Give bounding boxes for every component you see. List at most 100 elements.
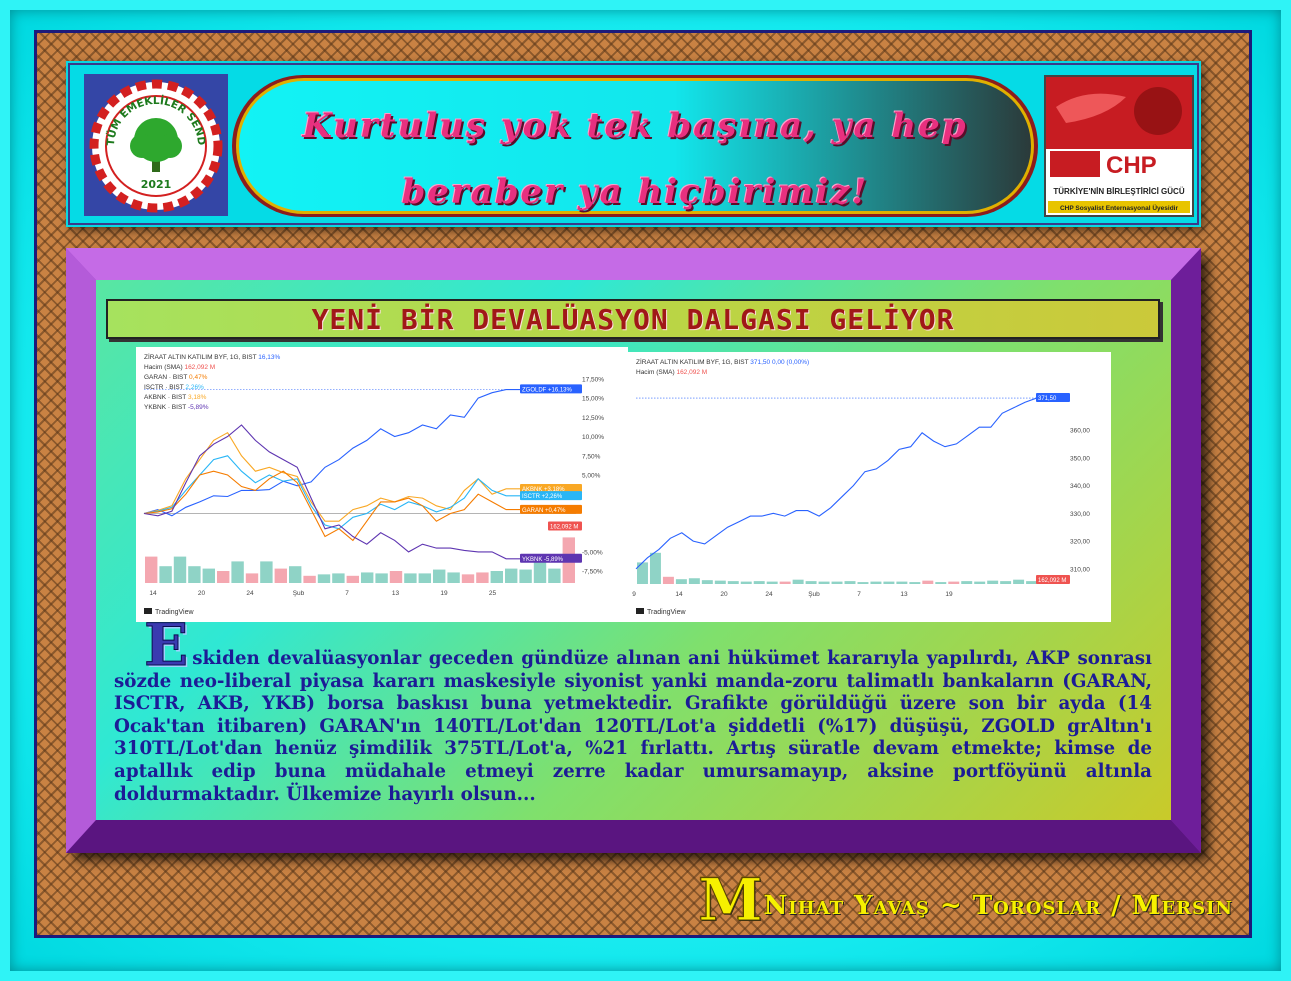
- volume-bar: [961, 581, 973, 584]
- volume-bar: [418, 573, 431, 583]
- volume-bar: [987, 580, 999, 584]
- volume-bar: [332, 573, 345, 583]
- volume-bar: [375, 573, 388, 583]
- series-line: [635, 397, 1048, 570]
- volume-bar: [173, 556, 187, 583]
- legend-entry-value: 3,18%: [188, 394, 207, 401]
- union-logo-icon: TÜM EMEKLİLER SENDİKASI 2021: [84, 74, 223, 213]
- volume-value: 162,092 M: [184, 364, 215, 371]
- volume-value: 162,092 M: [676, 369, 707, 376]
- volume-bar: [974, 581, 986, 584]
- value-badge: [548, 521, 582, 531]
- volume-bar: [217, 571, 230, 583]
- value-badge-text: ZGOLDF +16,13%: [522, 387, 573, 393]
- y-tick-label: 7,50%: [582, 453, 601, 460]
- union-logo-year: 2021: [141, 178, 172, 191]
- y-tick-label: -5,00%: [582, 549, 603, 556]
- legend-entry: AKBNK · BIST 3,18%: [144, 394, 207, 401]
- signature-text: Nihat Yavaş ~ Toroslar / Mersin: [763, 891, 1233, 921]
- x-tick-label: Şub: [808, 591, 820, 598]
- y-tick-label: 17,50%: [582, 376, 604, 383]
- x-tick-label: 9: [632, 591, 636, 598]
- comparison-chart: 17,50% 15,00% 12,50% 10,00% 7,50% 5,00% -5,00%…: [136, 347, 628, 622]
- author-signature: MNihat Yavaş ~ Toroslar / Mersin: [698, 866, 1233, 935]
- x-tick-label: 24: [765, 591, 773, 598]
- x-tick-labels: 14 20 24 Şub 7 13 19 25: [149, 590, 496, 597]
- x-tick-label: 20: [198, 590, 206, 597]
- value-badge: [520, 504, 582, 514]
- zgold-price-chart: 360,00 350,00 340,00 330,00 320,00 310,00 9 14…: [628, 352, 1111, 622]
- volume-bar: [727, 581, 739, 584]
- volume-bar: [844, 581, 856, 584]
- volume-bar: [548, 568, 561, 583]
- value-badge: [520, 384, 582, 394]
- x-tick-label: 7: [857, 591, 861, 598]
- volume-bar: [476, 572, 489, 583]
- volume-bar: [231, 561, 244, 583]
- value-badge-text: 162,092 M: [1038, 578, 1066, 584]
- y-tick-label: 310,00: [1070, 566, 1090, 573]
- volume-bar: [533, 556, 547, 583]
- x-tick-label: 13: [392, 590, 400, 597]
- volume-bar: [675, 579, 687, 584]
- series-lines: [143, 389, 576, 560]
- volume-bar: [831, 581, 843, 584]
- chp-logo: CHP TÜRKİYE'NİN BİRLEŞTİRİCİ GÜCÜ CHP So…: [1044, 75, 1194, 217]
- tradingview-icon: [636, 608, 644, 614]
- volume-bar: [404, 573, 417, 583]
- volume-bar: [948, 581, 960, 584]
- chp-logo-icon: CHP TÜRKİYE'NİN BİRLEŞTİRİCİ GÜCÜ CHP So…: [1046, 77, 1192, 213]
- banner-ring: Kurtuluş yok tek başına, ya hep beraber …: [236, 78, 1034, 214]
- legend-entry-value: -5,89%: [188, 404, 209, 411]
- value-badge-text: ISCTR +2,26%: [522, 494, 563, 500]
- header-inner: TÜM EMEKLİLER SENDİKASI 2021 Kurtuluş yo…: [68, 63, 1199, 225]
- volume-bar: [433, 569, 446, 583]
- series-lines: [635, 397, 1064, 570]
- volume-bar: [883, 581, 895, 584]
- banner-fill: Kurtuluş yok tek başına, ya hep beraber …: [239, 81, 1031, 212]
- y-tick-label: 15,00%: [582, 396, 604, 403]
- volume-bar: [361, 572, 374, 583]
- x-tick-label: 19: [945, 591, 953, 598]
- value-badge-text: 162,092 M: [550, 525, 578, 531]
- legend-entry-value: 0,47%: [189, 374, 208, 381]
- volume-bar: [740, 581, 752, 584]
- volume-bar: [274, 568, 287, 583]
- slogan-text: Kurtuluş yok tek başına, ya hep beraber …: [302, 106, 968, 212]
- value-badge-text: YKBNK -5,89%: [522, 557, 564, 563]
- volume-bar: [389, 571, 403, 583]
- x-tick-label: 7: [345, 590, 349, 597]
- y-tick-label: -7,50%: [582, 569, 603, 576]
- volume-bar: [896, 581, 908, 584]
- chart-title: ZİRAAT ALTIN KATILIM BYF, 1G, BIST 16,13…: [144, 352, 281, 361]
- legend-entry: YKBNK · BIST -5,89%: [144, 404, 209, 411]
- volume-bar: [202, 568, 215, 583]
- value-badges: ZGOLDF +16,13% AKBNK +3,18%ISCTR +2,26% GA…: [520, 384, 582, 563]
- volume-bar: [792, 579, 804, 584]
- chart-title: ZİRAAT ALTIN KATILIM BYF, 1G, BIST 371,5…: [636, 357, 809, 366]
- frame-bevel: [66, 248, 1201, 853]
- volume-bars: [145, 537, 575, 583]
- legend-entry: GARAN · BIST 0,47%: [144, 374, 208, 381]
- volume-bar: [490, 571, 503, 583]
- drop-cap: E: [143, 611, 189, 679]
- y-tick-label: 330,00: [1070, 511, 1090, 518]
- x-tick-label: 19: [440, 590, 448, 597]
- volume-bar: [260, 561, 273, 583]
- chp-subline: CHP Sosyalist Enternasyonal Üyesidir: [1060, 203, 1178, 212]
- volume-bar: [935, 582, 947, 584]
- article-body: skiden devalüasyonlar geceden gündüze al…: [114, 648, 1152, 805]
- tradingview-watermark: TradingView: [155, 609, 194, 616]
- volume-bar: [188, 566, 201, 583]
- volume-label: Hacim (SMA) 162,092 M: [144, 364, 215, 371]
- x-tick-label: 14: [675, 591, 683, 598]
- volume-bar: [818, 581, 830, 584]
- volume-bar: [1013, 579, 1025, 584]
- x-tick-label: 13: [900, 591, 908, 598]
- volume-bar: [714, 580, 726, 584]
- page-title: YENİ BİR DEVALÜASYON DALGASI GELİYOR: [311, 303, 955, 336]
- y-tick-label: 350,00: [1070, 455, 1090, 462]
- header-band: TÜM EMEKLİLER SENDİKASI 2021 Kurtuluş yo…: [66, 61, 1201, 227]
- volume-bar: [753, 581, 765, 584]
- x-tick-label: Şub: [293, 590, 305, 597]
